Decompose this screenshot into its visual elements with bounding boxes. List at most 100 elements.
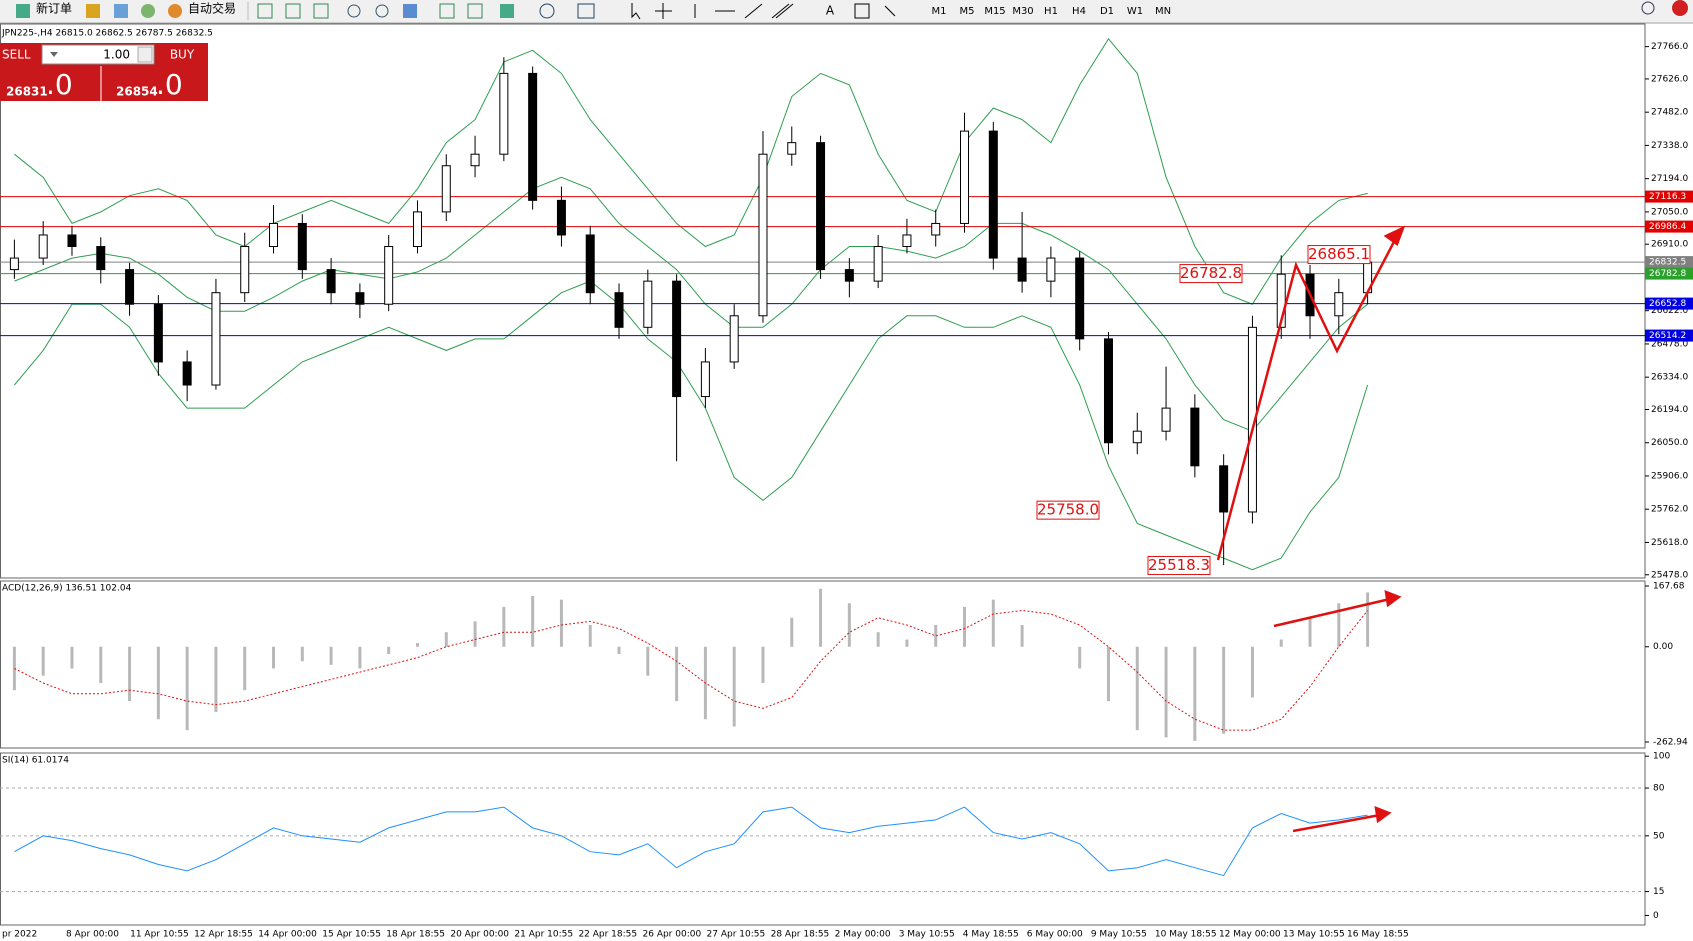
candle-body [1046,257,1056,282]
timeframe[interactable]: M30 [1012,6,1033,17]
level-tag [1645,220,1693,233]
tool-icon[interactable] [141,4,155,18]
buy-pips[interactable]: .0 [156,68,183,101]
timeframe[interactable]: H1 [1044,6,1058,17]
lots-down[interactable] [50,52,58,57]
candle-body [528,72,538,201]
tool-icon[interactable] [86,4,100,18]
candle-body [758,153,768,317]
candle-body [269,222,279,248]
annotation: 26865.1 [1308,245,1370,263]
candle-body [614,292,624,328]
candle-body [585,234,595,294]
y-tick-label: 25762.0 [1651,505,1688,515]
level-tag [1645,256,1693,269]
zoom-in[interactable] [347,4,361,18]
level-label: 26782.8 [1649,269,1686,279]
candle-body [931,222,941,236]
timeframe[interactable]: D1 [1100,6,1114,17]
lots-value[interactable]: 1.00 [103,48,130,62]
macd-title: ACD(12,26,9) 136.51 102.04 [2,584,132,594]
arrows-tool[interactable] [884,5,896,17]
buy-price[interactable]: 26854 [116,85,158,99]
tool-icon[interactable] [439,3,455,19]
candle-body [902,234,912,248]
y-tick-label: 25906.0 [1651,471,1688,481]
timeframe[interactable]: H4 [1072,6,1086,17]
x-tick-label: 4 May 18:55 [963,930,1019,940]
templates[interactable] [577,3,595,19]
timeframe[interactable]: M15 [984,6,1005,17]
auto-trading-icon[interactable] [168,4,182,18]
periods[interactable] [539,3,555,19]
bollinger-band [14,176,1368,432]
search[interactable] [1641,1,1655,15]
arrow-head [1384,590,1402,608]
sell-pips[interactable]: .0 [46,68,73,101]
x-tick-label: 26 Apr 00:00 [643,930,702,940]
lots-input[interactable] [41,44,155,65]
sell-button[interactable] [0,43,40,65]
y-tick-label: 26478.0 [1651,339,1688,349]
candle-body [1132,430,1142,444]
lots-spin[interactable] [137,46,153,63]
buy-label[interactable]: BUY [170,48,195,62]
tool-icon[interactable] [114,4,128,18]
y-tick-label: 26334.0 [1651,373,1688,383]
annotation: 25518.3 [1148,556,1210,574]
tool-icon[interactable] [257,3,273,19]
candle-body [700,361,710,398]
x-tick-label: 10 May 18:55 [1155,930,1217,940]
x-tick-label: 2 May 00:00 [835,930,891,940]
label-tool[interactable] [854,3,870,19]
sell-price[interactable]: 26831 [6,85,48,99]
tile[interactable] [403,4,417,18]
candle-body [1190,407,1200,467]
arrow [1216,235,1399,561]
x-tick-label: 3 May 10:55 [899,930,955,940]
pane [0,752,1646,926]
new-order[interactable]: 新订单 [36,1,72,16]
new-order-icon[interactable] [16,4,30,18]
cursor[interactable] [631,3,641,20]
crosshair[interactable] [655,3,672,19]
tool-icon[interactable] [313,3,329,19]
x-tick-label: 16 May 18:55 [1347,930,1409,940]
tool-icon[interactable] [285,3,301,19]
candle-body [240,246,250,294]
y-tick-label: 26050.0 [1651,438,1688,448]
zoom-out[interactable] [375,4,389,18]
pane [0,23,1646,579]
channel[interactable] [771,3,794,19]
timeframe[interactable]: M5 [960,6,975,17]
candle-body [1247,326,1257,513]
timeframe[interactable]: MN [1155,6,1171,17]
timeframe[interactable]: M1 [932,6,947,17]
text-tool[interactable]: A [826,4,835,18]
x-tick-label: 27 Apr 10:55 [707,930,766,940]
y-tick-label: 0.00 [1653,642,1673,652]
y-tick-label: 27482.0 [1651,108,1688,118]
candle-body [499,72,509,155]
x-tick-label: 9 May 10:55 [1091,930,1147,940]
annotation: 25758.0 [1037,501,1099,519]
auto-trading[interactable]: 自动交易 [188,1,236,16]
candle-body [672,280,682,398]
rsi-title: SI(14) 61.0174 [2,756,69,766]
candle-body [125,269,135,305]
candle-body [988,130,998,259]
arrow [1273,597,1391,628]
trendline[interactable] [744,3,763,19]
rsi-line [14,806,1368,877]
level-label: 27116.3 [1649,192,1686,202]
sell-label[interactable]: SELL [2,48,31,62]
notification[interactable] [1672,0,1688,16]
candle-body [960,130,970,224]
candle-body [1017,257,1027,282]
candle-body [211,292,221,386]
tool-icon[interactable] [467,3,483,19]
indicators[interactable] [500,4,514,18]
timeframe[interactable]: W1 [1127,6,1143,17]
x-tick-label: 8 Apr 00:00 [66,930,119,940]
